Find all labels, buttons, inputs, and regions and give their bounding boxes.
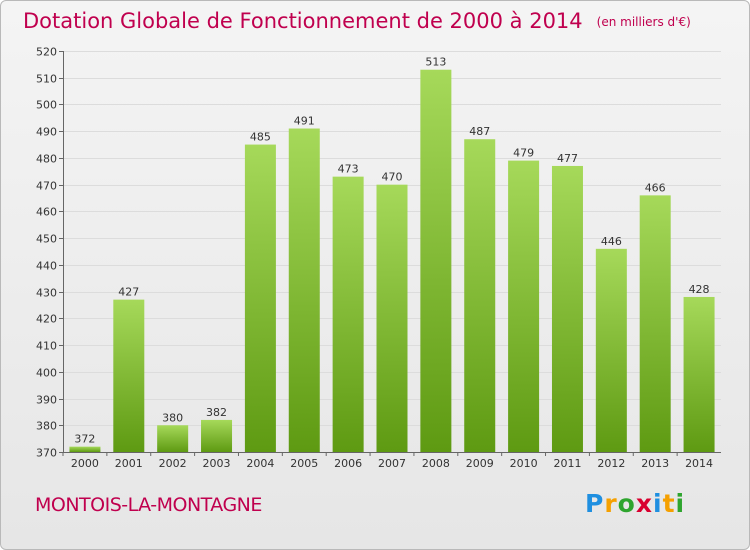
bar-2013 [639, 195, 671, 453]
data-label-2010: 479 [513, 147, 534, 160]
y-tick-label: 470 [36, 180, 57, 193]
bar-2008 [420, 69, 452, 453]
y-tick-label: 390 [36, 394, 57, 407]
x-tick-label: 2010 [510, 457, 538, 470]
data-label-2012: 446 [601, 235, 622, 248]
axes: 370 380 390 400 410 420 430 440 450 460 470 480 490 5… [36, 46, 721, 470]
x-tick-label: 2014 [685, 457, 713, 470]
y-tick-label: 430 [36, 287, 57, 300]
bar-2002 [157, 425, 189, 452]
x-tick-label: 2003 [203, 457, 231, 470]
data-label-2014: 428 [689, 283, 710, 296]
y-tick-label: 450 [36, 233, 57, 246]
y-tick-label: 370 [36, 447, 57, 460]
x-tick-label: 2013 [641, 457, 669, 470]
y-tick-label: 500 [36, 99, 57, 112]
x-tick-label: 2002 [159, 457, 187, 470]
bar-2009 [464, 139, 496, 452]
data-label-2008: 513 [425, 56, 446, 69]
chart-title: Dotation Globale de Fonctionnement de 20… [23, 9, 691, 33]
bar-2012 [595, 248, 627, 452]
bars [69, 69, 715, 453]
data-label-2004: 485 [250, 131, 271, 144]
y-tick-label: 380 [36, 420, 57, 433]
bar-2004 [244, 144, 276, 453]
bar-2014 [683, 296, 715, 452]
unit-label: (en milliers d'€) [596, 15, 691, 29]
bar-2006 [332, 176, 364, 452]
x-tick-label: 2012 [597, 457, 625, 470]
y-tick-label: 400 [36, 367, 57, 380]
data-labels: 372 427 380 382 485 491 473 470 513 487 479 477 446 4… [74, 56, 709, 446]
logo-letter: P [585, 489, 605, 518]
bar-2007 [376, 184, 408, 452]
x-tick-label: 2008 [422, 457, 450, 470]
x-tick-label: 2006 [334, 457, 362, 470]
bar-2011 [551, 165, 583, 452]
logo-letter: o [617, 489, 636, 518]
x-tick-label: 2001 [115, 457, 143, 470]
logo-letter: i [653, 489, 663, 518]
x-tick-label: 2000 [71, 457, 99, 470]
y-tick-label: 460 [36, 206, 57, 219]
data-label-2000: 372 [74, 433, 95, 446]
data-label-2013: 466 [645, 181, 666, 194]
data-label-2001: 427 [118, 286, 139, 299]
x-tick-label: 2011 [553, 457, 581, 470]
y-tick-label: 490 [36, 126, 57, 139]
data-label-2002: 380 [162, 411, 183, 424]
x-tick-label: 2004 [246, 457, 274, 470]
x-tick-label: 2005 [290, 457, 318, 470]
data-label-2005: 491 [294, 115, 315, 128]
x-tick-label: 2007 [378, 457, 406, 470]
x-tick-label: 2009 [466, 457, 494, 470]
logo-letter: t [662, 489, 676, 518]
data-label-2011: 477 [557, 152, 578, 165]
y-tick-label: 410 [36, 340, 57, 353]
bar-2003 [201, 419, 233, 452]
data-label-2006: 473 [338, 163, 359, 176]
data-label-2007: 470 [382, 171, 403, 184]
bar-2001 [113, 299, 145, 452]
y-tick-label: 420 [36, 313, 57, 326]
y-tick-label: 440 [36, 260, 57, 273]
y-tick-label: 480 [36, 153, 57, 166]
y-tick-label: 510 [36, 73, 57, 86]
data-label-2003: 382 [206, 406, 227, 419]
logo-letter: r [604, 489, 618, 518]
data-label-2009: 487 [469, 125, 490, 138]
bar-2000 [69, 446, 101, 452]
commune-name: MONTOIS-LA-MONTAGNE [35, 494, 262, 516]
bar-2005 [288, 128, 320, 452]
bar-2010 [508, 160, 540, 452]
logo-letter: i [675, 489, 686, 518]
y-tick-label: 520 [36, 46, 57, 59]
proxiti-logo[interactable]: Proxiti [585, 489, 685, 518]
logo-letter: x [635, 489, 653, 518]
title-text: Dotation Globale de Fonctionnement de 20… [23, 9, 583, 33]
